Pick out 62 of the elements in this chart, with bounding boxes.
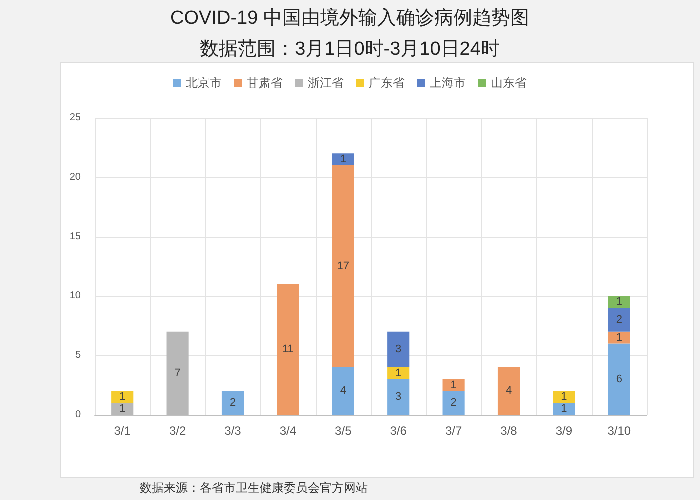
bar (332, 367, 354, 415)
y-tick-label: 20 (70, 172, 82, 183)
data-label: 1 (616, 296, 622, 308)
chart-title: COVID-19 中国由境外输入确诊病例趋势图 (170, 7, 530, 29)
data-label: 1 (561, 403, 568, 416)
x-tick-label: 3/1 (114, 424, 132, 438)
data-label: 7 (174, 367, 181, 380)
data-label: 1 (396, 367, 402, 380)
data-label: 1 (561, 391, 568, 404)
data-label: 3 (396, 391, 402, 404)
bar (112, 391, 134, 404)
bar (388, 379, 410, 415)
bar (442, 379, 465, 392)
data-label: 2 (450, 397, 457, 410)
legend-label: 山东省 (491, 76, 527, 90)
chart-subtitle: 数据范围：3月1日0时-3月10日24时 (200, 39, 500, 60)
bar (332, 166, 354, 368)
data-label: 4 (340, 385, 346, 398)
bar (608, 344, 630, 415)
data-label: 1 (450, 379, 457, 392)
bar (608, 296, 630, 308)
x-tick-label: 3/8 (500, 424, 518, 438)
legend-label: 广东省 (369, 76, 405, 90)
bar (222, 391, 244, 415)
bar (553, 391, 576, 404)
bar (388, 332, 410, 368)
data-label: 4 (506, 385, 512, 398)
bar (442, 391, 465, 415)
data-label: 6 (616, 373, 622, 386)
bar (332, 154, 354, 166)
data-label: 11 (282, 344, 294, 356)
x-tick-label: 3/7 (445, 424, 462, 438)
bar (388, 367, 410, 380)
x-tick-label: 3/4 (280, 424, 297, 438)
bar (277, 284, 300, 415)
y-tick-label: 10 (70, 290, 82, 302)
x-tick-label: 3/3 (224, 424, 242, 438)
x-tick-label: 3/5 (335, 424, 352, 438)
y-tick-label: 15 (70, 231, 82, 242)
x-tick-label: 3/10 (608, 424, 632, 438)
legend-label: 浙江省 (308, 76, 344, 90)
legend-label: 甘肃省 (247, 76, 283, 90)
y-tick-label: 0 (75, 410, 82, 420)
bar (498, 367, 520, 415)
data-label: 2 (616, 314, 622, 326)
legend-label: 上海市 (430, 76, 466, 90)
data-label: 2 (230, 397, 236, 410)
bar (608, 308, 630, 332)
data-label: 1 (120, 391, 126, 404)
source-note: 数据来源：各省市卫生健康委员会官方网站 (140, 481, 368, 495)
x-tick-label: 3/6 (390, 424, 408, 438)
y-tick-label: 25 (70, 112, 82, 124)
x-tick-label: 3/9 (556, 424, 573, 438)
legend-label: 北京市 (186, 76, 222, 90)
data-label: 1 (120, 403, 126, 416)
y-tick-label: 5 (75, 350, 82, 362)
x-tick-label: 3/2 (169, 424, 186, 438)
bar (553, 403, 576, 415)
data-label: 17 (337, 260, 350, 272)
data-label: 1 (616, 332, 622, 344)
data-label: 1 (340, 154, 346, 166)
data-label: 3 (396, 344, 402, 356)
